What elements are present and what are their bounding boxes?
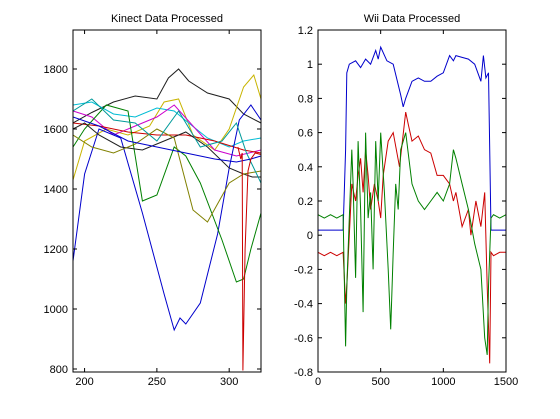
x-tick-label-0-1: 250 — [148, 376, 166, 388]
y-tick-label-0-1: 1000 — [44, 304, 68, 316]
y-tick-label-1-7: 0.6 — [298, 128, 313, 140]
series-line-0-5 — [73, 104, 261, 332]
series-line-0-3 — [73, 104, 261, 157]
x-tick-label-1-2: 1000 — [431, 376, 455, 388]
series-line-1-1 — [318, 111, 506, 364]
y-tick-label-1-0: -0.8 — [294, 367, 313, 379]
chart-title-kinect: Kinect Data Processed — [111, 13, 223, 25]
series-line-0-11 — [237, 146, 261, 371]
series-line-0-0 — [73, 68, 261, 124]
y-tick-label-1-1: -0.6 — [294, 333, 313, 345]
series-line-0-10 — [73, 116, 261, 163]
y-tick-label-1-2: -0.4 — [294, 299, 313, 311]
series-line-1-2 — [318, 132, 506, 355]
x-tick-label-1-1: 500 — [371, 376, 389, 388]
x-tick-label-1-0: 0 — [315, 376, 321, 388]
x-tick-label-0-2: 300 — [220, 376, 238, 388]
y-tick-label-1-5: 0.2 — [298, 196, 313, 208]
series-line-0-7 — [73, 122, 261, 178]
series-line-0-8 — [73, 128, 261, 223]
y-tick-label-0-4: 1600 — [44, 124, 68, 136]
x-tick-label-1-3: 1500 — [494, 376, 518, 388]
y-tick-label-0-5: 1800 — [44, 64, 68, 76]
series-line-0-4 — [73, 122, 261, 154]
y-tick-label-0-0: 800 — [50, 364, 68, 376]
axes-box-kinect — [72, 29, 262, 373]
y-tick-label-1-3: -0.2 — [294, 264, 313, 276]
y-tick-label-1-4: 0 — [307, 230, 313, 242]
plot-area-kinect — [73, 30, 261, 372]
y-tick-label-1-8: 0.8 — [298, 93, 313, 105]
series-line-0-9 — [73, 98, 261, 184]
y-tick-label-0-3: 1400 — [44, 184, 68, 196]
chart-kinect: 200 250 300 800 1000 1200 1400 1600 1800 Kinect … — [44, 13, 262, 388]
y-tick-label-1-9: 1 — [307, 59, 313, 71]
chart-wii: 0 500 1000 1500 -0.8 -0.6 -0.4 -0.2 0 0.2 0.4 0.6 0.… — [294, 13, 518, 388]
plot-area-wii — [318, 30, 506, 372]
y-tick-label-0-2: 1200 — [44, 244, 68, 256]
chart-title-wii: Wii Data Processed — [364, 13, 461, 25]
series-line-1-0 — [318, 45, 506, 231]
x-tick-label-0-0: 200 — [75, 376, 93, 388]
y-tick-label-1-6: 0.4 — [298, 162, 313, 174]
y-tick-label-1-10: 1.2 — [298, 25, 313, 37]
